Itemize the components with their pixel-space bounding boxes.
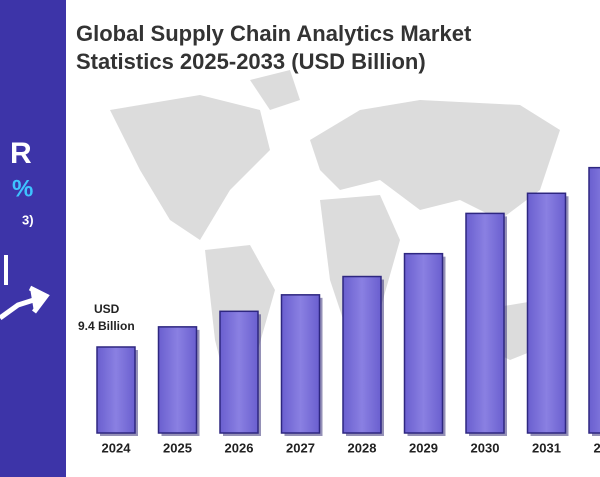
bar	[96, 346, 136, 434]
x-tick-label: 2029	[409, 440, 438, 455]
x-tick-label: 2028	[348, 440, 377, 455]
x-tick-label: 2025	[163, 440, 192, 455]
side-text: 3)	[22, 212, 34, 227]
x-tick-label: 2030	[471, 440, 500, 455]
bar	[157, 326, 198, 434]
bar	[280, 294, 321, 434]
x-tick-label: 2026	[225, 440, 254, 455]
bar	[465, 212, 505, 434]
bar	[342, 275, 382, 434]
chart-title: Global Supply Chain Analytics Market Sta…	[76, 21, 472, 74]
bar	[526, 192, 567, 434]
bar	[219, 310, 259, 434]
x-tick-label: 2027	[286, 440, 315, 455]
side-text: %	[12, 175, 33, 202]
x-tick-label: 2024	[102, 440, 132, 455]
bar	[588, 166, 600, 434]
side-panel	[0, 0, 66, 477]
growth-icon	[0, 255, 50, 321]
bar	[403, 252, 444, 434]
side-text: R	[10, 137, 32, 170]
annotation: USD	[94, 302, 120, 316]
x-tick-label: 2032	[594, 440, 600, 455]
annotation: 9.4 Billion	[78, 319, 135, 333]
x-tick-label: 2031	[532, 440, 561, 455]
axis-band	[66, 434, 600, 477]
